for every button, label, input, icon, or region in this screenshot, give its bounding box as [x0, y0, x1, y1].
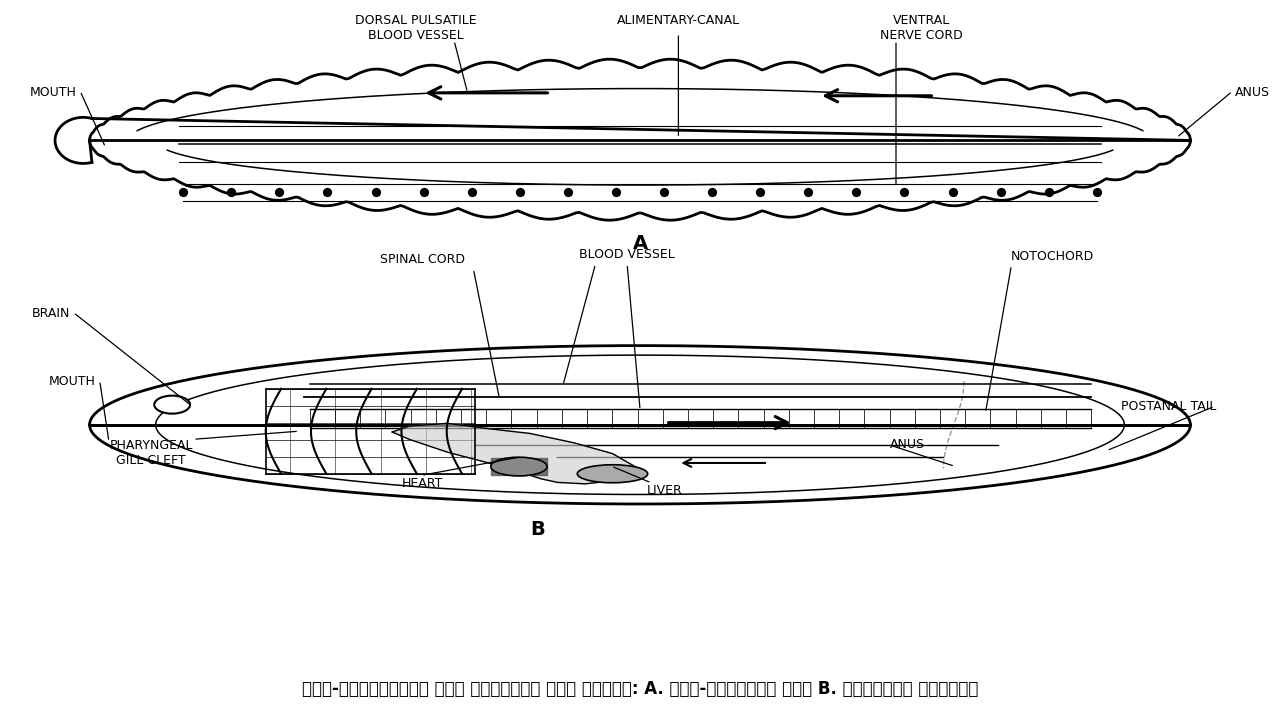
Point: [846, 186, 867, 198]
Point: [221, 186, 242, 198]
Point: [462, 186, 483, 198]
Text: PHARYNGEAL
GILL CLEFT: PHARYNGEAL GILL CLEFT: [109, 439, 193, 467]
Text: MOUTH: MOUTH: [29, 86, 77, 99]
Text: ANUS: ANUS: [890, 438, 924, 451]
Point: [317, 186, 338, 198]
Text: HEART: HEART: [402, 477, 443, 490]
Point: [605, 186, 626, 198]
Point: [1038, 186, 1059, 198]
Text: LIVER: LIVER: [646, 484, 682, 497]
Point: [365, 186, 385, 198]
Point: [509, 186, 530, 198]
Point: [942, 186, 963, 198]
Point: [654, 186, 675, 198]
Ellipse shape: [155, 396, 191, 413]
Text: NOTOCHORD: NOTOCHORD: [1011, 250, 1094, 263]
Text: BRAIN: BRAIN: [32, 307, 70, 320]
Point: [558, 186, 579, 198]
Text: VENTRAL
NERVE CORD: VENTRAL NERVE CORD: [881, 14, 963, 42]
Point: [797, 186, 818, 198]
Polygon shape: [392, 423, 640, 484]
Text: MOUTH: MOUTH: [49, 375, 96, 388]
Text: A: A: [632, 234, 648, 253]
Point: [413, 186, 434, 198]
Ellipse shape: [490, 457, 547, 476]
Point: [991, 186, 1011, 198]
Text: SPINAL CORD: SPINAL CORD: [380, 253, 465, 266]
Point: [701, 186, 722, 198]
Text: नॉन-कॉर्डेट्स एवं कॉर्डेट में अन्तर: A. नॉन-कॉर्डेट तथा B. कॉर्डेट संरचना: नॉन-कॉर्डेट्स एवं कॉर्डेट में अन्तर: A. …: [302, 680, 978, 698]
Text: B: B: [530, 520, 545, 539]
Point: [269, 186, 289, 198]
Ellipse shape: [577, 465, 648, 482]
Text: DORSAL PULSATILE
BLOOD VESSEL: DORSAL PULSATILE BLOOD VESSEL: [355, 14, 477, 42]
Point: [1087, 186, 1107, 198]
Text: ANUS: ANUS: [1235, 86, 1270, 99]
Text: BLOOD VESSEL: BLOOD VESSEL: [580, 248, 675, 261]
Text: ALIMENTARY-CANAL: ALIMENTARY-CANAL: [617, 14, 740, 27]
Point: [750, 186, 771, 198]
Point: [173, 186, 193, 198]
Text: POSTANAL TAIL: POSTANAL TAIL: [1120, 400, 1216, 413]
Point: [895, 186, 915, 198]
